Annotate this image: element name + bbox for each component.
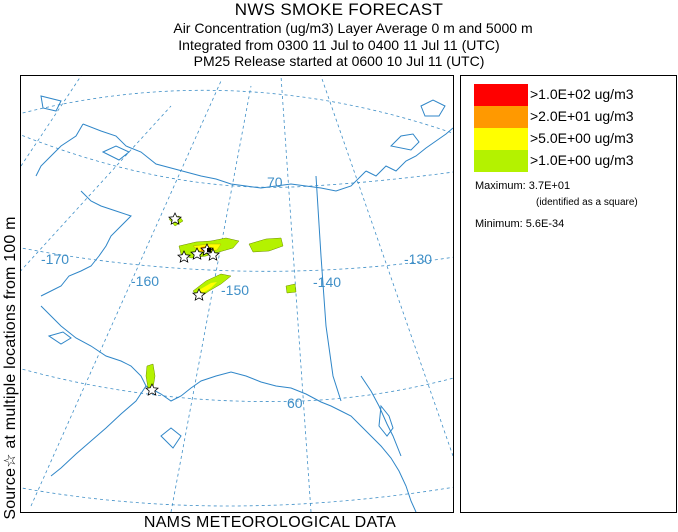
legend-swatch-red [474,84,528,106]
lake [101,145,130,161]
graticule-labels: -170 -160 -150 -140 -130 70 60 [41,174,432,411]
alaska-map: -170 -160 -150 -140 -130 70 60 [21,76,453,512]
subtitle-release: PM25 Release started at 0600 10 Jul 11 (… [193,53,485,69]
panhandle [360,375,402,457]
islands-north [389,133,420,151]
graticule [21,76,453,512]
source-stars [145,212,220,396]
kodiak [160,427,182,449]
subtitle-integration: Integrated from 0300 11 Jul to 0400 11 J… [178,37,500,53]
meridian-150 [170,85,252,512]
source-star-6 [192,288,206,301]
meridian-180 [21,76,82,167]
legend-label-100: >1.0E+02 ug/m3 [530,86,634,102]
legend-panel: >1.0E+02 ug/m3 >2.0E+01 ug/m3 >5.0E+00 u… [460,75,677,513]
st-lawrence-island [47,331,72,345]
plume-south-yellow [199,282,217,293]
canada-border [315,175,342,402]
meridian-130 [320,76,453,457]
west-coast [40,190,132,297]
legend-swatch-green [474,150,528,172]
source-star-3 [190,247,204,260]
lat-arc-70 [21,89,453,134]
lon-label-140: -140 [313,274,341,290]
legend-label-1: >1.0E+00 ug/m3 [530,152,634,168]
plume-southwest [145,363,156,389]
bay [40,95,62,112]
plume-east [248,237,284,253]
legend-maximum-note: (identified as a square) [536,197,638,208]
legend-swatch-yellow [474,128,528,150]
north-coast [82,123,367,192]
lon-label-150: -150 [221,282,249,298]
source-star-2 [177,250,191,263]
map-panel: -170 -160 -150 -140 -130 70 60 [20,75,454,513]
map-title: NWS SMOKE FORECAST [234,0,444,19]
lat-arc-60 [21,368,453,402]
source-side-label: Source☆ at multiple locations from 100 m [2,216,19,520]
lon-label-170: -170 [41,251,69,267]
bering-coast [40,305,147,387]
legend-label-20: >2.0E+01 ug/m3 [530,108,634,124]
lon-label-130: -130 [404,251,432,267]
side-label-container: Source☆ at multiple locations from 100 m [0,75,20,519]
subtitle-layer: Air Concentration (ug/m3) Layer Average … [173,20,533,36]
lat-arc-65 [21,247,453,272]
lon-label-160: -160 [131,273,159,289]
lat-label-70: 70 [267,174,283,190]
south-coast [145,371,417,512]
source-star-7 [145,383,159,396]
northwest-coast [35,123,84,177]
lat-label-60: 60 [287,395,303,411]
peninsula [50,385,147,477]
meridian-160 [30,80,222,507]
lat-arc-70b [21,134,453,188]
source-star-5 [206,248,220,261]
plume-small [285,283,297,294]
legend-label-5: >5.0E+00 ug/m3 [530,130,634,146]
maximum-square [207,248,211,252]
meridian-140 [280,76,312,512]
legend-swatch-orange [474,106,528,128]
legend-minimum: Minimum: 5.6E-34 [475,218,565,230]
canada-coast [365,127,453,177]
smoke-plumes [145,215,297,389]
meridian-170 [21,105,172,272]
coastline [35,95,453,512]
meteorological-data-label: NAMS METEOROLOGICAL DATA [143,514,397,531]
source-star-1 [168,212,182,225]
panhandle-islands [378,404,394,437]
legend-maximum: Maximum: 3.7E+01 [475,180,571,192]
islands-north2 [420,99,446,117]
lat-arc-55 [21,486,453,507]
